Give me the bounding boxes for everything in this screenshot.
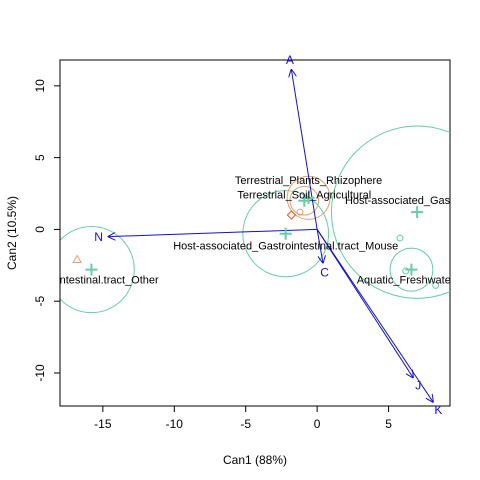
y-tick-label: -5 <box>33 296 47 307</box>
group-ellipses <box>60 125 450 314</box>
group-label: Host-associated_Gastrointestinal.tract_M… <box>173 241 398 253</box>
x-axis-label: Can1 (88%) <box>223 453 287 467</box>
group-centroid-marker <box>411 206 424 219</box>
group-label: Host-associated_Gastrointest <box>345 195 480 207</box>
sample-point-circle <box>296 208 304 216</box>
y-tick-label: 0 <box>33 226 47 233</box>
vector-label: J <box>415 379 421 393</box>
vector-arrow <box>316 229 433 401</box>
vector-label: A <box>286 53 294 67</box>
group-ellipse <box>330 125 450 299</box>
y-axis: -10 -5 0 5 10 <box>33 79 61 382</box>
group-label: Aquatic_Freshwaters_ <box>357 275 467 287</box>
group-centroids <box>85 191 424 276</box>
vector-arrow <box>316 229 323 262</box>
sample-points <box>72 208 440 289</box>
x-tick-label: -5 <box>240 417 251 431</box>
vector-arrow <box>109 228 318 236</box>
vector-label: N <box>94 230 103 244</box>
group-ellipse <box>289 185 320 216</box>
vector-arrow <box>291 70 318 230</box>
group-ellipse <box>389 247 434 292</box>
sample-point-circle <box>402 267 410 275</box>
group-ellipse <box>242 190 330 278</box>
group-labels: Gastrointestinal.tract_Other Host-associa… <box>24 175 480 287</box>
sample-point-circle <box>396 234 404 242</box>
x-tick-label: 5 <box>385 417 392 431</box>
group-centroid-marker <box>298 194 311 207</box>
group-ellipse <box>60 226 135 314</box>
sample-point-diamond <box>286 210 297 220</box>
y-tick-label: -10 <box>33 364 47 382</box>
group-label: Gastrointestinal.tract_Other <box>24 275 159 287</box>
vector-label: C <box>320 265 329 279</box>
group-centroid-marker <box>85 263 98 276</box>
x-axis: -15 -10 -5 0 5 <box>94 405 392 431</box>
group-label: Terrestrial_Soil_Agricultural <box>237 190 371 202</box>
group-centroid-marker <box>279 227 292 240</box>
plot-frame <box>59 59 451 407</box>
vector-label: K <box>434 403 442 417</box>
sample-point-triangle <box>72 254 83 264</box>
x-tick-label: -15 <box>94 417 112 431</box>
group-centroid-marker <box>405 263 418 276</box>
y-axis-label: Can2 (10.5%) <box>5 196 19 270</box>
loading-vectors: A N C JK <box>94 53 442 417</box>
group-label: Terrestrial_Plants_Rhizophere <box>235 175 382 187</box>
sample-point-circle <box>432 281 440 289</box>
x-tick-label: -10 <box>166 417 184 431</box>
y-tick-label: 5 <box>33 154 47 161</box>
x-tick-label: 0 <box>314 417 321 431</box>
y-tick-label: 10 <box>33 79 47 93</box>
